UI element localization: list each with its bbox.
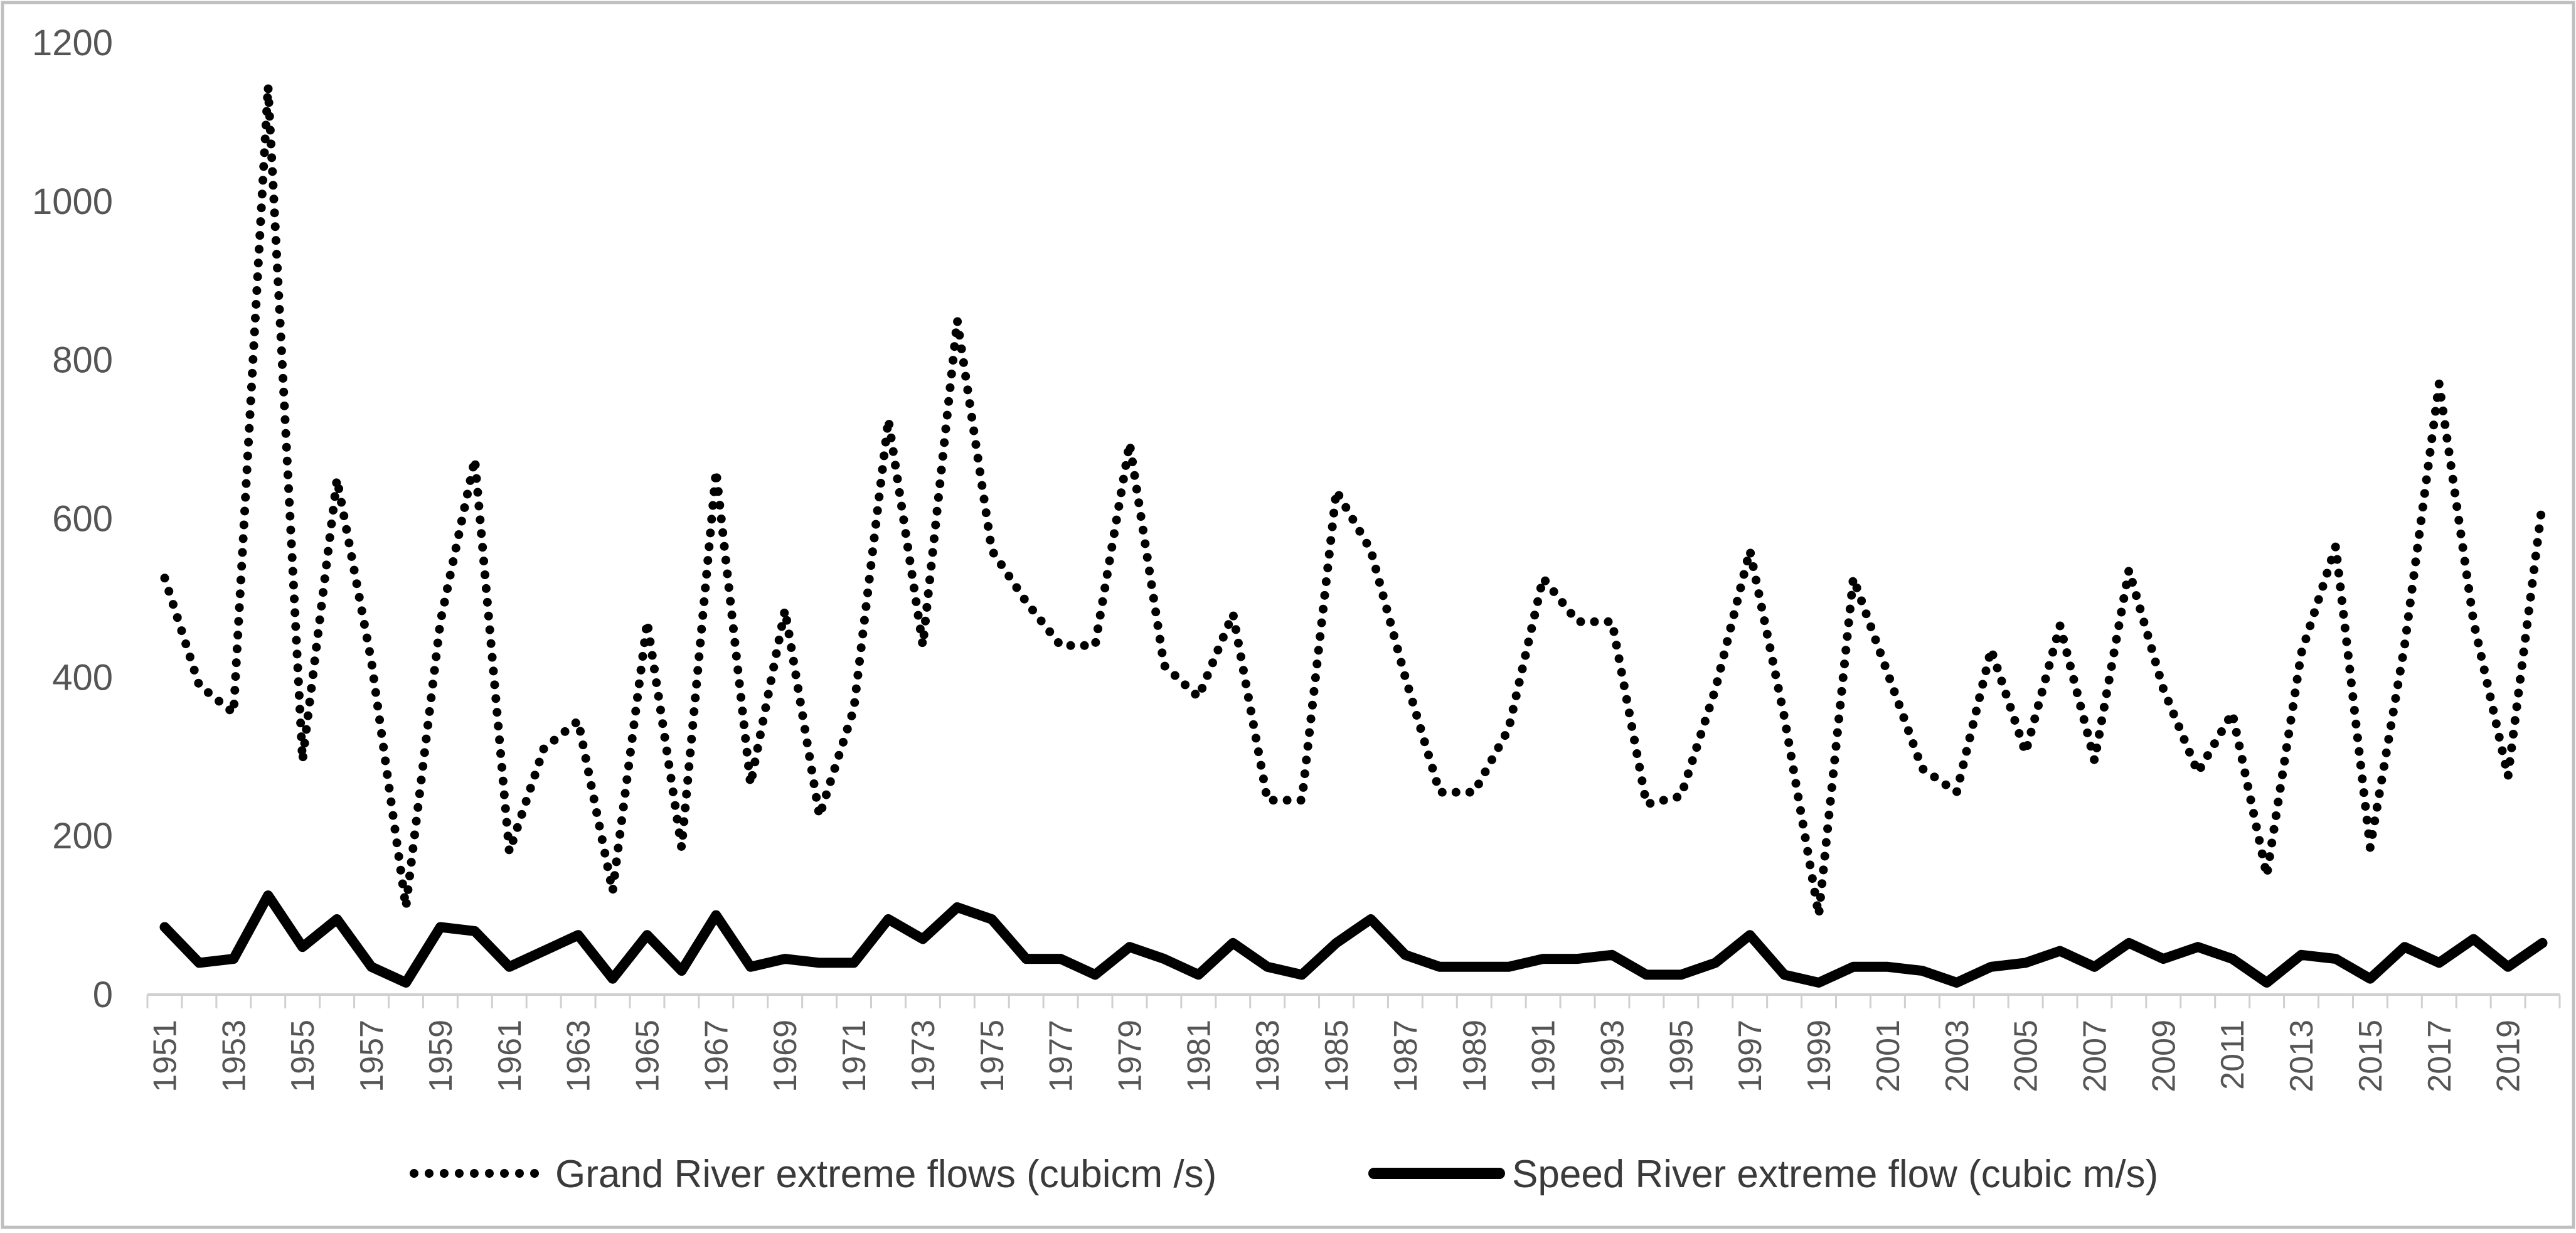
y-tick-label: 600 — [52, 499, 113, 540]
x-tick-label: 2003 — [1939, 1020, 1976, 1092]
x-tick-label: 2011 — [2215, 1020, 2251, 1090]
x-tick-label: 1979 — [1112, 1020, 1148, 1092]
series-line-speed-river — [159, 890, 2548, 988]
x-tick-label: 1991 — [1526, 1020, 1562, 1092]
y-tick-label: 400 — [52, 657, 113, 698]
x-tick-label: 2009 — [2146, 1020, 2182, 1092]
x-tick-label: 1973 — [905, 1020, 942, 1092]
x-tick-label: 1951 — [147, 1020, 183, 1092]
x-tick-label: 2019 — [2491, 1020, 2527, 1092]
x-tick-label: 1953 — [216, 1020, 252, 1092]
x-tick-label: 1959 — [423, 1020, 459, 1092]
plot-area: 0 200 400 600 800 1000 1200 1951 1953 1955 1957 195… — [32, 23, 2561, 1092]
y-tick-label: 800 — [52, 340, 113, 381]
x-tick-label: 1977 — [1043, 1020, 1080, 1092]
legend: Grand River extreme flows (cubicm /s) Sp… — [410, 1153, 2158, 1196]
x-tick-label: 1963 — [561, 1020, 597, 1092]
x-tick-label: 1999 — [1801, 1020, 1838, 1092]
x-tick-label: 1983 — [1250, 1020, 1286, 1092]
x-tick-label: 1981 — [1181, 1020, 1217, 1092]
x-tick-label: 1955 — [285, 1020, 321, 1092]
x-tick-label: 2013 — [2284, 1020, 2320, 1092]
x-tick-label: 1971 — [836, 1020, 873, 1092]
x-tick-label: 1965 — [629, 1020, 666, 1092]
x-tick-label: 2001 — [1870, 1020, 1907, 1092]
x-tick-label: 1975 — [974, 1020, 1011, 1092]
x-tick-label: 1957 — [354, 1020, 390, 1092]
x-tick-label: 2007 — [2077, 1020, 2113, 1092]
x-tick-label: 2017 — [2422, 1020, 2458, 1092]
x-tick-label: 2015 — [2353, 1020, 2389, 1092]
x-tick-label: 1985 — [1319, 1020, 1355, 1092]
series-line-grand-river — [160, 82, 2547, 920]
y-tick-label: 0 — [93, 974, 113, 1015]
legend-label-grand-river: Grand River extreme flows (cubicm /s) — [555, 1153, 1216, 1196]
y-tick-label: 200 — [52, 816, 113, 857]
x-tick-label: 1967 — [698, 1020, 735, 1092]
x-tick-label: 1997 — [1732, 1020, 1769, 1092]
y-tick-label: 1000 — [32, 181, 113, 222]
y-tick-label: 1200 — [32, 23, 113, 63]
x-tick-label: 1961 — [492, 1020, 528, 1092]
x-tick-label: 1989 — [1457, 1020, 1493, 1092]
x-tick-label: 2005 — [2008, 1020, 2045, 1092]
x-tick-label: 1987 — [1388, 1020, 1424, 1092]
legend-label-speed-river: Speed River extreme flow (cubic m/s) — [1512, 1153, 2158, 1196]
x-tick-label: 1995 — [1663, 1020, 1700, 1092]
x-tick-label: 1993 — [1594, 1020, 1631, 1092]
x-tick-label: 1969 — [767, 1020, 804, 1092]
